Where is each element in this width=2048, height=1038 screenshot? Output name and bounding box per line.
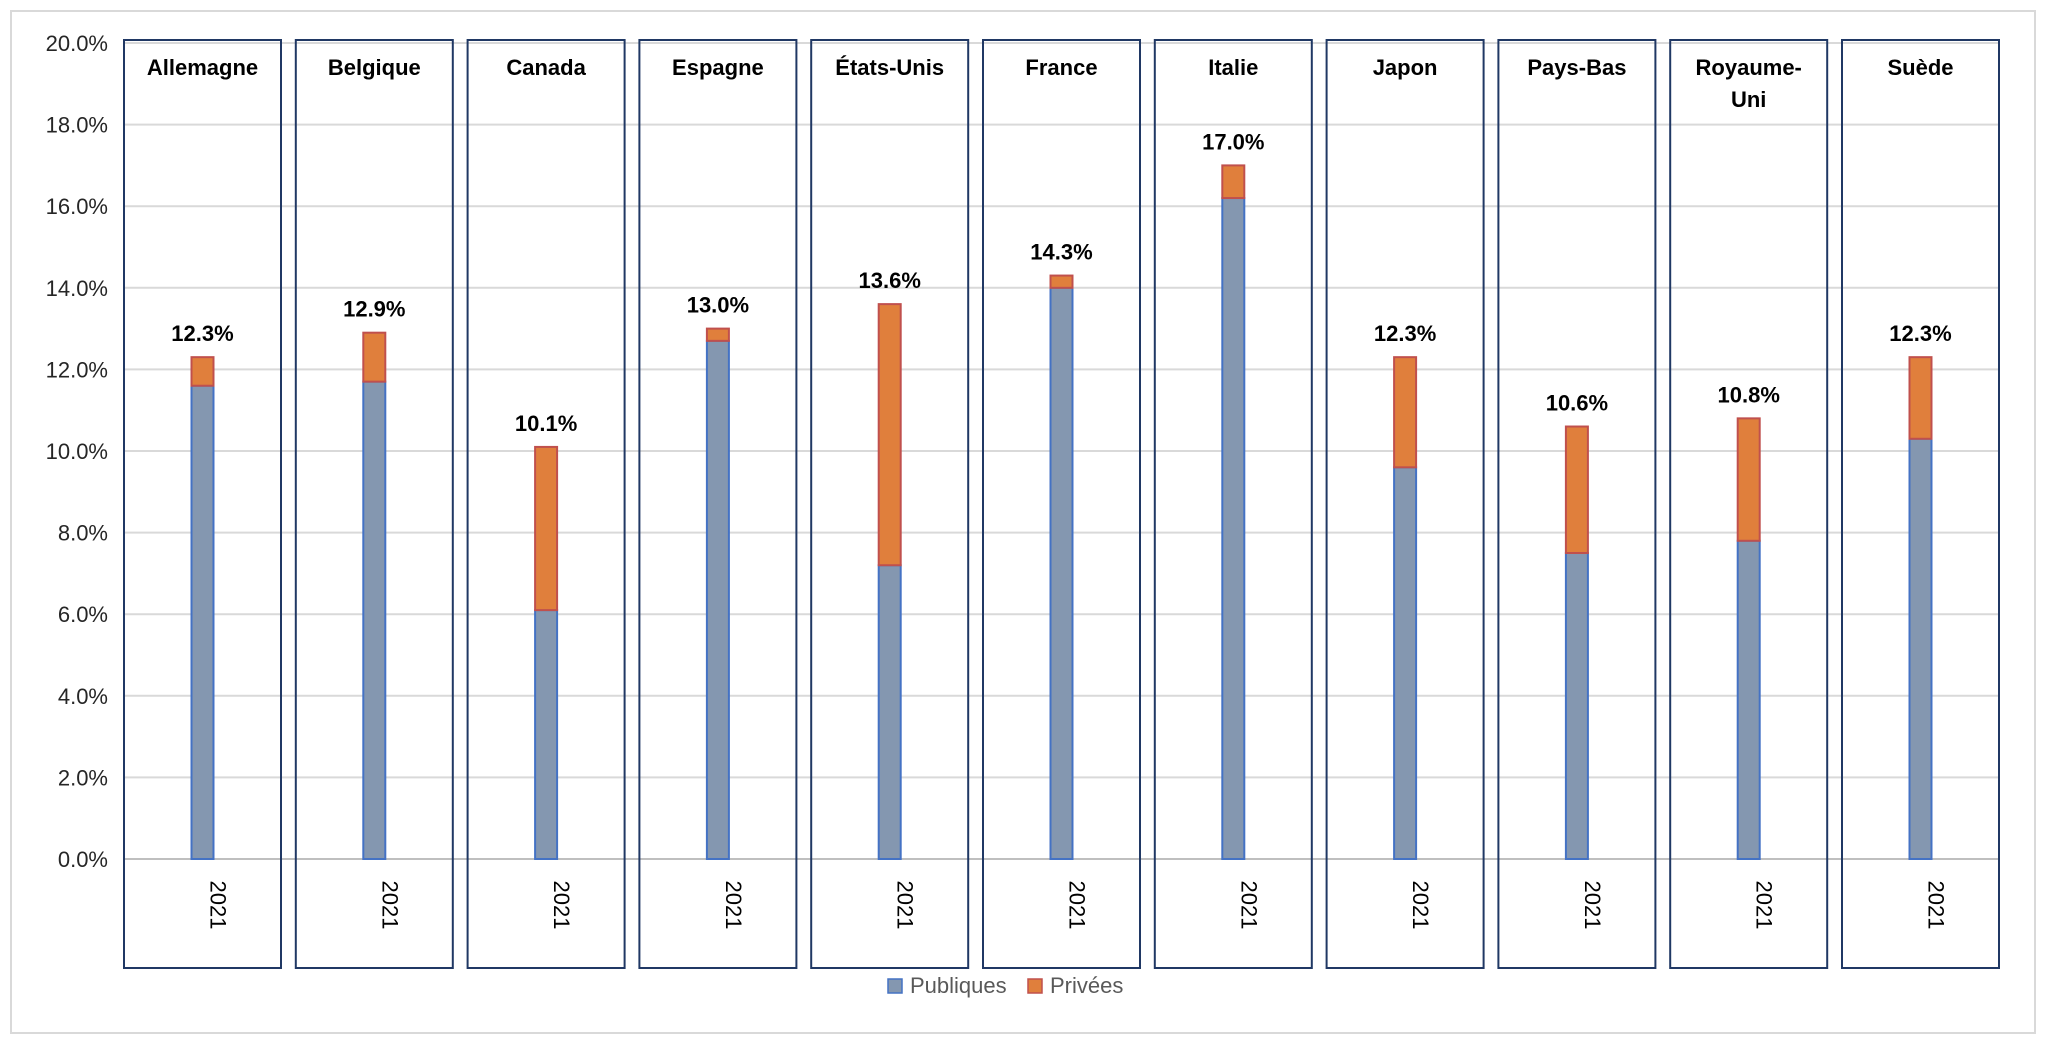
y-tick-label: 12.0% <box>46 357 108 382</box>
panel-label: Pays-Bas <box>1527 55 1626 80</box>
bar-privees <box>877 303 902 567</box>
x-tick-label: 2021 <box>549 881 574 930</box>
legend-label: Privées <box>1050 973 1123 998</box>
panel-label: Japon <box>1373 55 1438 80</box>
bar-publiques <box>534 609 559 860</box>
bar-publiques <box>1736 539 1761 860</box>
panel-label: Allemagne <box>147 55 258 80</box>
y-tick-label: 10.0% <box>46 439 108 464</box>
x-tick-label: 2021 <box>1580 881 1605 930</box>
y-tick-label: 18.0% <box>46 113 108 138</box>
y-tick-label: 2.0% <box>58 765 108 790</box>
y-tick-label: 4.0% <box>58 684 108 709</box>
data-label: 10.6% <box>1546 391 1608 416</box>
panel-label: Belgique <box>328 55 421 80</box>
panel-label: Italie <box>1208 55 1258 80</box>
panel-border <box>1497 39 1657 969</box>
legend-label: Publiques <box>910 973 1007 998</box>
y-tick-label: 6.0% <box>58 602 108 627</box>
bar-privees <box>705 327 730 342</box>
panel-border <box>466 39 626 969</box>
y-tick-label: 20.0% <box>46 31 108 56</box>
bar-privees <box>534 445 559 612</box>
y-tick-label: 8.0% <box>58 521 108 546</box>
data-label: 12.3% <box>1374 321 1436 346</box>
bar-publiques <box>190 384 215 860</box>
panel-border <box>638 39 798 969</box>
panel-border <box>1669 39 1829 969</box>
panel-border <box>1325 39 1485 969</box>
panel-border <box>294 39 454 969</box>
bar-publiques <box>1049 286 1074 860</box>
panel-border <box>982 39 1141 969</box>
y-tick-label: 14.0% <box>46 276 108 301</box>
y-tick-label: 0.0% <box>58 847 108 872</box>
x-tick-label: 2021 <box>1236 881 1261 930</box>
panel-label: France <box>1025 55 1097 80</box>
data-label: 12.9% <box>343 297 405 322</box>
data-label: 10.1% <box>515 411 577 436</box>
y-tick-label: 16.0% <box>46 194 108 219</box>
x-tick-label: 2021 <box>1752 881 1777 930</box>
bar-privees <box>1908 356 1933 440</box>
x-tick-label: 2021 <box>206 881 231 930</box>
bar-privees <box>1049 274 1074 289</box>
data-label: 13.6% <box>859 268 921 293</box>
data-label: 10.8% <box>1718 382 1780 407</box>
bar-publiques <box>877 564 902 860</box>
panel-label: États-Unis <box>835 55 944 80</box>
panel-label: Suède <box>1887 55 1953 80</box>
x-tick-label: 2021 <box>721 881 746 930</box>
data-label: 12.3% <box>1889 321 1951 346</box>
bar-publiques <box>1908 437 1933 860</box>
bar-privees <box>1393 356 1418 469</box>
bar-privees <box>1736 417 1761 542</box>
panel-border <box>1153 39 1313 969</box>
panel-label: Royaume- <box>1696 55 1802 80</box>
bar-publiques <box>1221 197 1246 861</box>
chart-frame <box>10 10 2036 1034</box>
data-label: 17.0% <box>1202 129 1264 154</box>
panel-border <box>810 39 970 969</box>
bar-publiques <box>1393 466 1418 860</box>
bar-publiques <box>705 339 730 860</box>
x-tick-label: 2021 <box>1065 881 1090 930</box>
x-tick-label: 2021 <box>1408 881 1433 930</box>
panel-border <box>1841 39 2000 969</box>
data-label: 14.3% <box>1030 240 1092 265</box>
panel-border <box>123 39 282 969</box>
panel-label: Espagne <box>672 55 764 80</box>
x-tick-label: 2021 <box>893 881 918 930</box>
bar-privees <box>1221 164 1246 200</box>
bar-privees <box>1564 425 1589 554</box>
panel-label: Uni <box>1731 87 1766 112</box>
bar-publiques <box>362 380 387 860</box>
bar-publiques <box>1564 552 1589 860</box>
bar-privees <box>362 331 387 383</box>
data-label: 12.3% <box>171 321 233 346</box>
x-tick-label: 2021 <box>377 881 402 930</box>
data-label: 13.0% <box>687 293 749 318</box>
panel-label: Canada <box>506 55 586 80</box>
legend-swatch-publiques <box>887 978 903 994</box>
legend-swatch-privees <box>1027 978 1043 994</box>
bar-privees <box>190 356 215 387</box>
x-tick-label: 2021 <box>1924 881 1949 930</box>
